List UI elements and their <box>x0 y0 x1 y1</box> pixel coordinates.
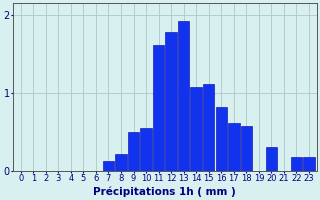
Bar <box>178 21 189 171</box>
Bar <box>153 45 164 171</box>
Bar <box>241 126 252 171</box>
Bar <box>128 132 139 171</box>
Bar <box>215 107 227 171</box>
Bar <box>203 84 214 171</box>
Bar <box>103 161 114 171</box>
Bar <box>115 154 127 171</box>
Bar <box>165 32 177 171</box>
Bar <box>140 128 152 171</box>
Bar <box>190 87 202 171</box>
X-axis label: Précipitations 1h ( mm ): Précipitations 1h ( mm ) <box>93 186 236 197</box>
Bar <box>228 123 240 171</box>
Bar <box>291 157 302 171</box>
Bar <box>303 157 315 171</box>
Bar <box>266 147 277 171</box>
